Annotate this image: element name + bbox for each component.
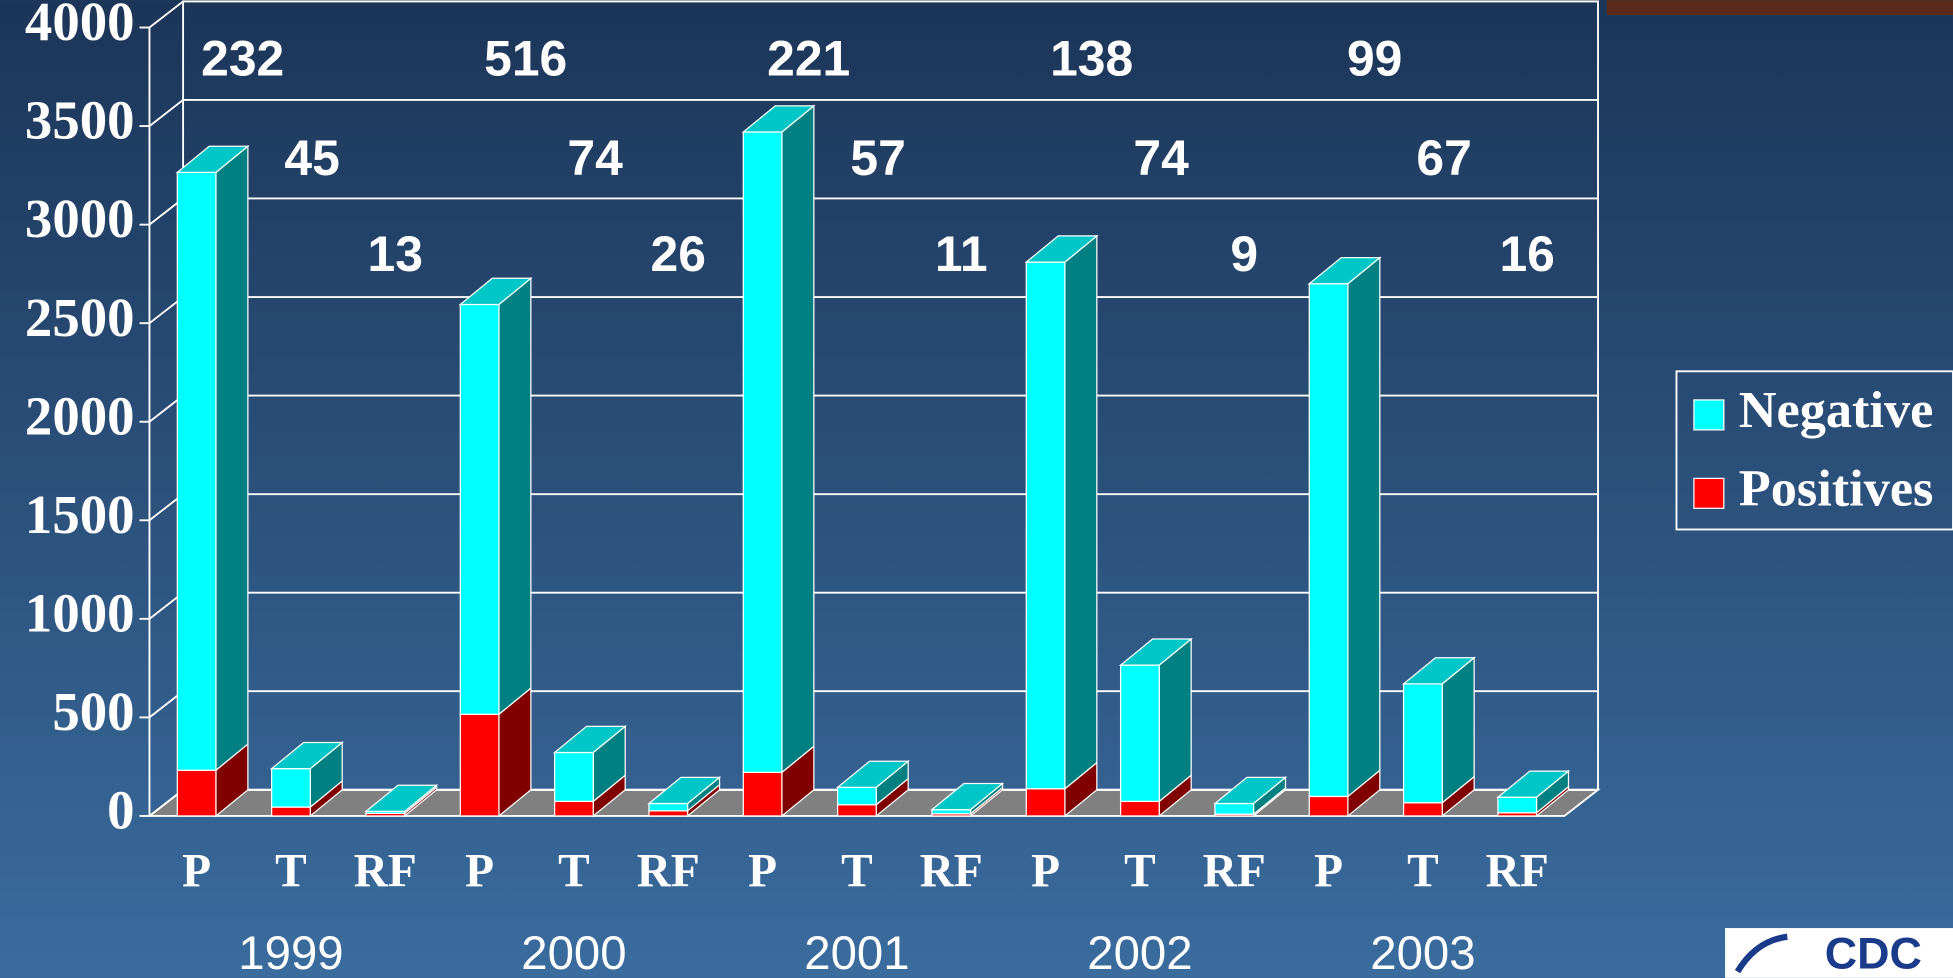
x-tick-label: T <box>841 846 873 898</box>
y-tick-label: 500 <box>52 681 134 742</box>
x-tick-label: RF <box>920 846 983 898</box>
bar-side <box>1065 236 1097 789</box>
data-label: 516 <box>484 31 567 87</box>
legend-swatch <box>1694 478 1724 508</box>
bar <box>1121 665 1160 801</box>
y-tick-label: 3500 <box>25 90 135 151</box>
group-label: 1999 <box>238 927 343 978</box>
data-label: 99 <box>1347 31 1402 87</box>
bar-side <box>782 106 814 773</box>
y-tick-label: 2500 <box>25 287 135 348</box>
data-label: 221 <box>767 31 850 87</box>
bar <box>460 304 499 714</box>
legend-label: Positives <box>1739 459 1934 517</box>
bar <box>1498 797 1537 813</box>
data-label: 45 <box>284 130 339 186</box>
bar <box>555 801 594 816</box>
bar <box>838 805 877 816</box>
x-tick-label: P <box>182 846 211 898</box>
corner-image <box>1607 0 1953 15</box>
x-tick-label: P <box>1314 846 1343 898</box>
y-tick-label: 2000 <box>25 385 135 446</box>
bar <box>1026 262 1065 789</box>
y-tick-label: 1500 <box>25 484 135 545</box>
x-tick-label: P <box>1031 846 1060 898</box>
bar-side <box>1159 639 1191 801</box>
bar <box>649 811 688 816</box>
y-tick-label: 3000 <box>25 188 135 249</box>
x-tick-label: T <box>275 846 307 898</box>
y-tick-label: 0 <box>107 780 134 841</box>
data-label: 138 <box>1050 31 1133 87</box>
bar <box>1215 804 1254 815</box>
bar <box>838 787 877 804</box>
group-label: 2001 <box>804 927 909 978</box>
y-tick-label: 4000 <box>25 0 135 52</box>
data-label: 11 <box>935 226 988 282</box>
bar <box>272 807 311 816</box>
bar <box>177 770 216 816</box>
bar <box>1121 801 1160 816</box>
bar <box>1309 284 1348 797</box>
bar <box>1404 803 1443 816</box>
data-label: 9 <box>1230 226 1258 282</box>
x-tick-label: T <box>1407 846 1439 898</box>
bar <box>743 772 782 816</box>
bar-side <box>216 146 248 770</box>
x-tick-label: RF <box>1486 846 1549 898</box>
data-label: 57 <box>850 130 905 186</box>
bar <box>1026 789 1065 816</box>
logo: CDC <box>1725 928 1953 978</box>
page: {"chart_data": {"type": "bar3d_stacked",… <box>0 0 1953 978</box>
data-label: 74 <box>567 130 623 186</box>
x-tick-label: P <box>748 846 777 898</box>
x-tick-label: P <box>465 846 494 898</box>
x-tick-label: T <box>558 846 590 898</box>
bar <box>272 769 311 807</box>
logo-text: CDC <box>1825 928 1922 978</box>
data-label: 16 <box>1499 226 1554 282</box>
data-label: 232 <box>201 31 284 87</box>
bar <box>649 804 688 811</box>
x-tick-label: RF <box>354 846 417 898</box>
chart: CDC 0 500 1000 1500 2000 2500 3000 3500 4000 P 232… <box>0 0 1953 978</box>
data-label: 74 <box>1133 130 1189 186</box>
bar <box>555 752 594 801</box>
bar-side <box>499 278 531 714</box>
group-label: 2003 <box>1370 927 1475 978</box>
bar <box>177 172 216 770</box>
bar-side <box>1348 258 1380 797</box>
x-tick-label: T <box>1124 846 1156 898</box>
bar <box>460 714 499 816</box>
bar <box>1309 796 1348 816</box>
legend-label: Negative <box>1739 381 1934 439</box>
data-label: 67 <box>1416 130 1471 186</box>
bar <box>743 132 782 772</box>
data-label: 13 <box>368 226 423 282</box>
y-tick-label: 1000 <box>25 582 135 643</box>
group-label: 2000 <box>521 927 626 978</box>
data-label: 26 <box>651 226 706 282</box>
group-label: 2002 <box>1087 927 1192 978</box>
x-tick-label: RF <box>1203 846 1266 898</box>
bar <box>1404 684 1443 803</box>
x-tick-label: RF <box>637 846 700 898</box>
legend-swatch <box>1694 400 1724 430</box>
